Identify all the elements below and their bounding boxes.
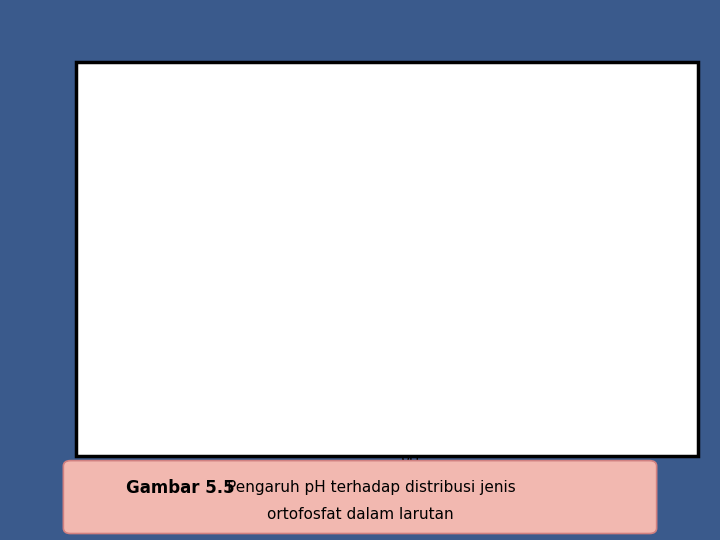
Text: HPO$_4^{-2}$: HPO$_4^{-2}$ [532, 63, 592, 83]
Text: Gambar 5.5: Gambar 5.5 [126, 479, 235, 497]
Text: H$_3$PO$_4^0$: H$_3$PO$_4^0$ [150, 63, 243, 84]
Text: Pengaruh pH terhadap distribusi jenis: Pengaruh pH terhadap distribusi jenis [227, 480, 516, 495]
Text: ortofosfat dalam larutan: ortofosfat dalam larutan [266, 507, 454, 522]
Text: H$_2$PO$_4^-$: H$_2$PO$_4^-$ [348, 66, 410, 83]
Y-axis label: MOLE FRACTION OF TOTAL P: MOLE FRACTION OF TOTAL P [91, 173, 101, 332]
Text: PO$_4^{-3}$: PO$_4^{-3}$ [649, 102, 678, 152]
X-axis label: pH: pH [401, 451, 420, 465]
